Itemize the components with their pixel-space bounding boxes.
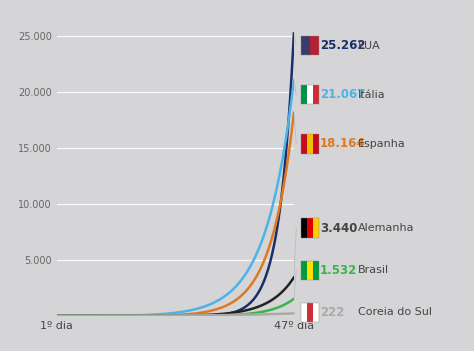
Text: 222: 222 <box>320 306 344 319</box>
Text: Coreia do Sul: Coreia do Sul <box>358 307 432 317</box>
Text: Alemanha: Alemanha <box>358 223 414 233</box>
Text: 21.067: 21.067 <box>320 88 365 101</box>
Text: 1.532: 1.532 <box>320 264 357 277</box>
Text: 18.164: 18.164 <box>320 137 365 151</box>
Text: 3.440: 3.440 <box>320 221 357 235</box>
Text: Brasil: Brasil <box>358 265 389 275</box>
Text: Itália: Itália <box>358 90 385 100</box>
Text: Espanha: Espanha <box>358 139 406 149</box>
Text: 25.262: 25.262 <box>320 39 365 52</box>
Text: EUA: EUA <box>358 41 381 51</box>
